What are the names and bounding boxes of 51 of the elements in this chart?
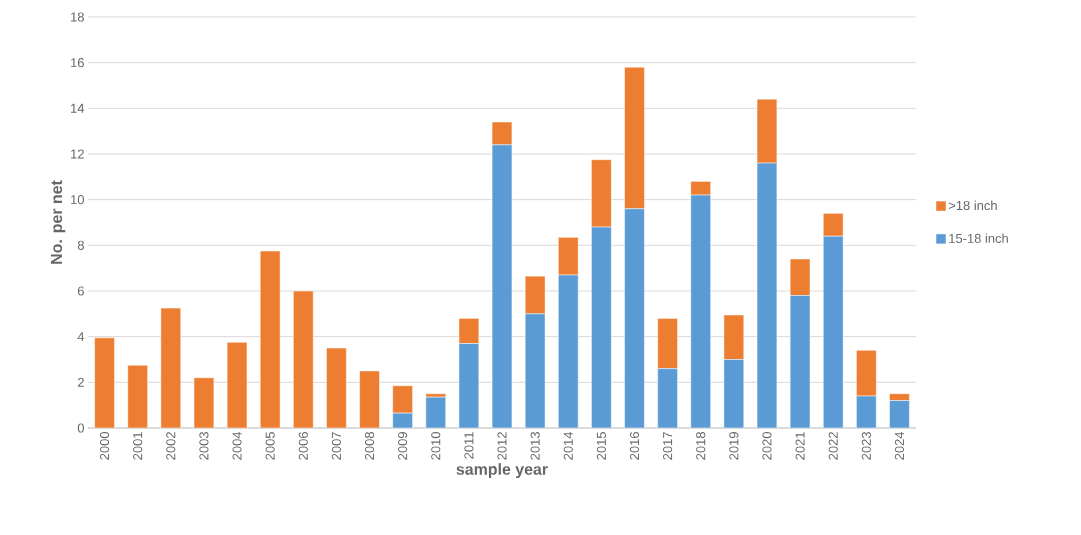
- x-tick-label: 2012: [497, 432, 507, 460]
- x-tick-label: 2018: [696, 432, 706, 460]
- x-tick-label: 2013: [530, 432, 540, 460]
- x-tick-label: 2014: [563, 431, 573, 460]
- x-tick-label: 2010: [431, 432, 441, 460]
- y-tick-label: 14: [71, 103, 85, 113]
- x-tick-label: 2020: [762, 432, 772, 460]
- bar: [856, 350, 877, 397]
- y-tick-label: 0: [77, 423, 84, 433]
- y-tick-label: 12: [71, 149, 84, 159]
- x-tick-label: 2000: [99, 432, 110, 460]
- x-tick-label: 2019: [729, 432, 739, 460]
- x-axis-title: sample year: [456, 463, 548, 479]
- legend-label: 15-18 inch: [949, 233, 1008, 243]
- y-tick-label: 8: [77, 240, 84, 250]
- x-tick-label: 2015: [596, 432, 606, 460]
- x-tick-label: 2006: [298, 432, 308, 460]
- x-tick-label: 2021: [795, 432, 805, 460]
- x-tick-label: 2005: [265, 432, 275, 460]
- y-tick-label: 18: [71, 12, 84, 22]
- bar: [558, 237, 579, 276]
- bar: [657, 318, 678, 369]
- x-tick-label: 2008: [364, 432, 375, 460]
- x-tick-label: 2003: [199, 432, 209, 460]
- y-tick-label: 2: [77, 377, 84, 387]
- bar: [326, 347, 347, 428]
- x-tick-label: 2004: [232, 431, 242, 460]
- y-tick-label: 10: [71, 195, 84, 205]
- y-tick-label: 6: [77, 286, 84, 296]
- bar: [127, 364, 148, 428]
- x-tick-label: 2011: [464, 432, 474, 459]
- bar: [94, 337, 115, 428]
- bar: [591, 159, 612, 228]
- x-tick-label: 2023: [861, 432, 871, 460]
- y-tick-label: 16: [71, 58, 84, 68]
- bar: [624, 66, 645, 210]
- x-tick-label: 2009: [398, 432, 408, 460]
- x-tick-label: 2022: [828, 432, 838, 460]
- x-tick-label: 2001: [133, 432, 143, 460]
- x-tick-label: 2024: [894, 431, 905, 460]
- bar: [293, 290, 314, 428]
- legend-label: >18 inch: [948, 200, 997, 211]
- bar: [392, 385, 413, 414]
- x-tick-label: 2016: [629, 432, 640, 460]
- y-tick-label: 4: [77, 332, 85, 342]
- y-axis-title: No. per net: [50, 180, 66, 264]
- bar: [259, 250, 281, 428]
- bar: [359, 370, 380, 428]
- x-tick-label: 2017: [663, 432, 673, 460]
- x-tick-label: 2007: [331, 432, 341, 460]
- x-tick-label: 2002: [166, 432, 176, 460]
